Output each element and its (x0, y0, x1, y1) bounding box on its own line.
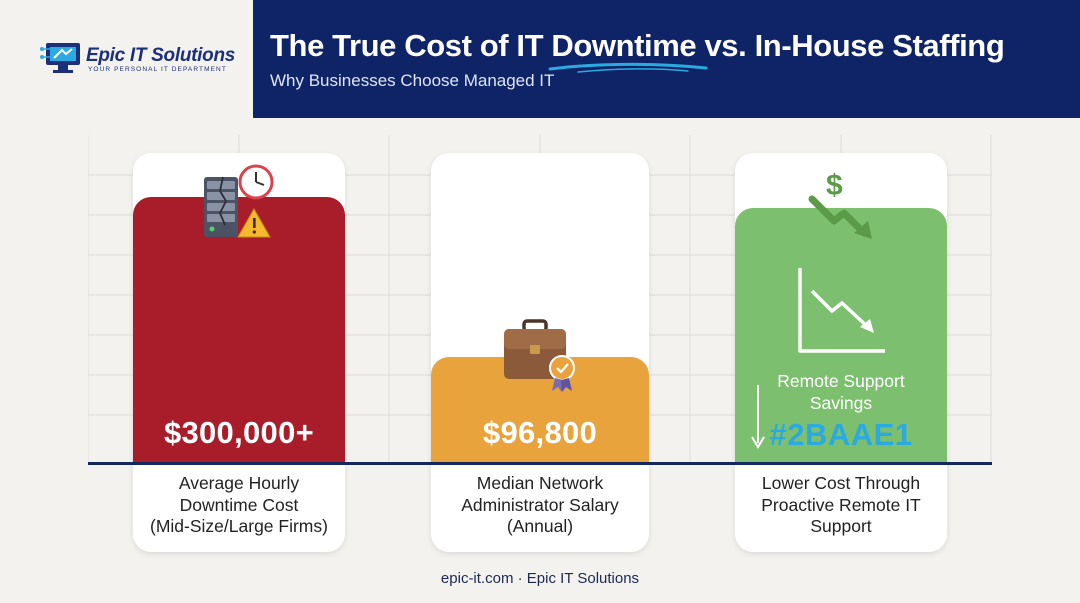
brand-tagline: YOUR PERSONAL IT DEPARTMENT (88, 66, 227, 73)
savings-value: #2BAAE1 (769, 417, 913, 452)
bar-description: Median Network Administrator Salary (Ann… (461, 473, 619, 536)
title-underline-swoosh (548, 62, 708, 73)
card-downtime-cost: $300,000+ Average Hourly Downtime Cost (… (133, 153, 345, 552)
dollar-down-arrow-icon: $ (808, 169, 872, 239)
bar-value-label: $96,800 (482, 415, 598, 450)
svg-text:$: $ (826, 169, 843, 202)
page-title: The True Cost of IT Downtime vs. In-Hous… (270, 28, 1005, 63)
bar-value-label: $300,000+ (163, 415, 315, 450)
savings-label: Remote Support Savings (777, 371, 905, 413)
header-band: The True Cost of IT Downtime vs. In-Hous… (253, 0, 1080, 118)
logo-area: Epic IT Solutions YOUR PERSONAL IT DEPAR… (0, 0, 253, 118)
bar-remote-savings (735, 208, 947, 463)
bar-downtime-cost (133, 197, 345, 463)
brand-name: Epic IT Solutions (86, 45, 236, 66)
declining-chart-icon (798, 268, 885, 353)
broken-server-clock-warning-icon (204, 164, 274, 238)
bar-description: Lower Cost Through Proactive Remote IT S… (761, 473, 921, 536)
briefcase-award-icon (504, 319, 575, 392)
monitor-circuit-logo-icon (40, 43, 80, 73)
footer-credit: epic-it.com · Epic IT Solutions (440, 570, 640, 587)
down-arrow-icon (751, 385, 765, 449)
page-subtitle: Why Businesses Choose Managed IT (270, 71, 555, 90)
chart-baseline (88, 462, 992, 465)
bar-description: Average Hourly Downtime Cost (Mid-Size/L… (150, 473, 328, 536)
